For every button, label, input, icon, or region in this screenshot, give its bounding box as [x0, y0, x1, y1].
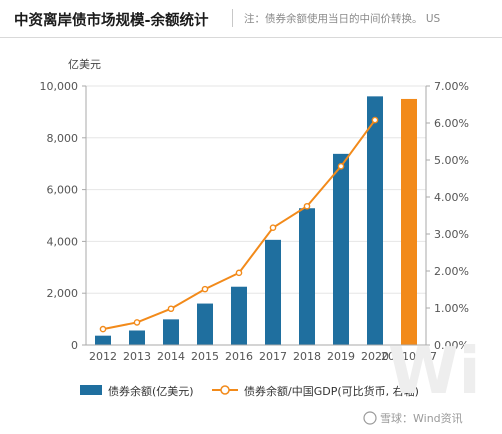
bar: [401, 98, 417, 345]
right-tick-label: 5.00%: [434, 154, 469, 167]
line-point: [99, 325, 107, 333]
left-tick-label: 8,000: [47, 132, 79, 145]
line-point: [303, 202, 311, 210]
right-tick-label: 2.00%: [434, 265, 469, 278]
right-tick-label: 7.00%: [434, 80, 469, 93]
x-tick-label: 20210707: [381, 350, 437, 363]
left-tick-label: 6,000: [47, 184, 79, 197]
bar: [163, 319, 179, 345]
y-axis-unit-label: 亿美元: [68, 58, 101, 71]
line-point: [371, 116, 379, 124]
left-tick-label: 2,000: [47, 287, 79, 300]
watermark-text: 雪球：Wind资讯: [380, 411, 463, 425]
x-tick-label: 2014: [157, 350, 185, 363]
line-point: [133, 319, 141, 326]
line-point: [201, 285, 209, 293]
line-point: [235, 269, 243, 277]
right-tick-label: 1.00%: [434, 302, 469, 315]
left-axis-ticks: 0 2,000 4,000 6,000 8,000 10,000: [40, 80, 79, 352]
line-point: [337, 162, 345, 170]
left-tick-label: 10,000: [40, 80, 79, 93]
x-tick-label: 2015: [191, 350, 219, 363]
right-tick-label: 4.00%: [434, 191, 469, 204]
chart-area: 亿美元 0 2,000 4,000 6,000 8,000 10,000 0.00% 1.0…: [40, 58, 481, 425]
bar: [231, 286, 247, 345]
bar-series: [95, 96, 417, 345]
legend-line-marker: [220, 385, 230, 395]
svg-text:Wi: Wi: [388, 335, 481, 409]
bar: [265, 239, 281, 345]
legend-bar-label: 债券余额(亿美元): [108, 384, 194, 398]
right-tick-label: 6.00%: [434, 117, 469, 130]
chart-note: 注：债券余额使用当日的中间价转换。 US: [244, 13, 441, 25]
x-tick-label: 2018: [293, 350, 321, 363]
x-tick-label: 2013: [123, 350, 151, 363]
right-tick-label: 0.00%: [434, 339, 469, 352]
bar: [333, 153, 349, 345]
legend-line-label: 债券余额/中国GDP(可比货币, 右轴): [244, 384, 419, 398]
x-tick-label: 2017: [259, 350, 287, 363]
bar: [367, 96, 383, 345]
x-tick-label: 2020: [361, 350, 389, 363]
header-divider: [232, 9, 233, 27]
left-tick-label: 4,000: [47, 235, 79, 248]
bar: [95, 335, 111, 345]
x-tick-label: 2016: [225, 350, 253, 363]
right-tick-label: 3.00%: [434, 228, 469, 241]
legend-bar-swatch: [80, 385, 102, 395]
left-tick-label: 0: [71, 339, 78, 352]
x-tick-label: 2012: [89, 350, 117, 363]
bar: [299, 208, 315, 345]
line-point: [167, 305, 175, 313]
chart-header: 中资离岸债市场规模-余额统计 注：债券余额使用当日的中间价转换。 US: [0, 0, 502, 38]
line-series: [99, 116, 379, 333]
chart-title: 中资离岸债市场规模-余额统计: [14, 13, 209, 29]
x-tick-label: 2019: [327, 350, 355, 363]
line-point: [269, 224, 277, 232]
axes: [82, 85, 430, 346]
bar: [197, 303, 213, 345]
right-axis-ticks: 0.00% 1.00% 2.00% 3.00% 4.00% 5.00% 6.00% 7.00%: [434, 80, 469, 352]
x-axis-ticks: 2012 2013 2014 2015 2016 2017 2018 2019 20202021…: [89, 350, 437, 363]
watermark: Wi 雪球：Wind资讯: [363, 335, 481, 425]
bar: [129, 330, 145, 345]
legend: 债券余额(亿美元) 债券余额/中国GDP(可比货币, 右轴): [80, 384, 419, 398]
